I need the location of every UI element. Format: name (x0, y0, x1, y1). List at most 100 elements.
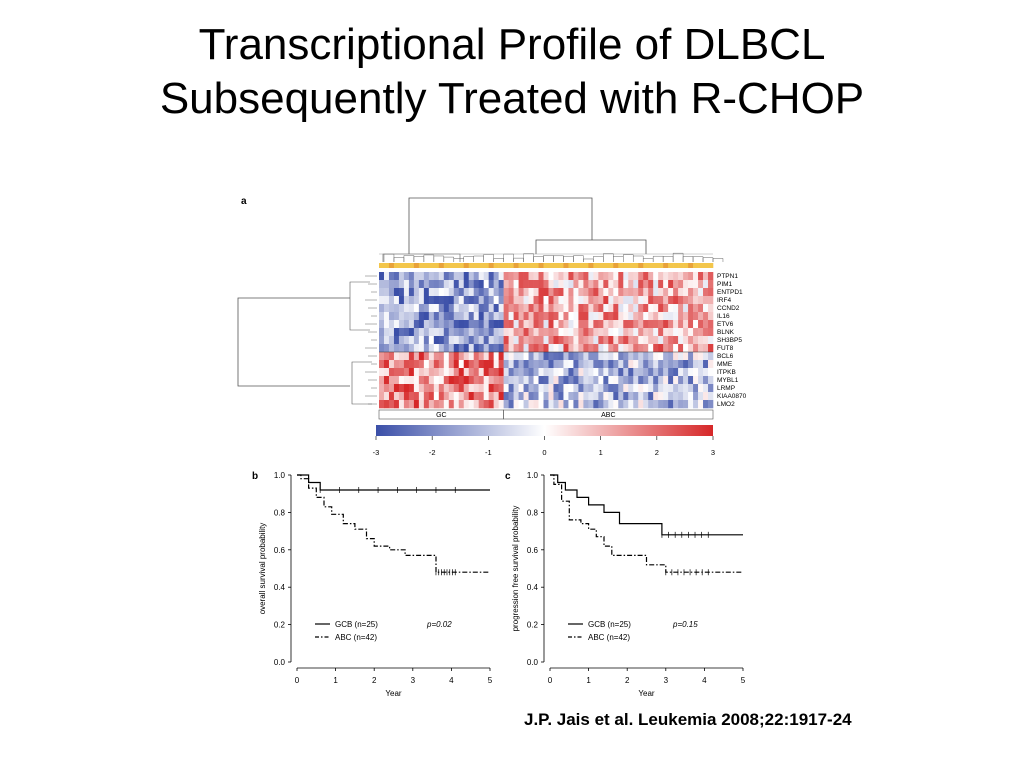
heatmap-cell (518, 312, 524, 321)
heatmap-cell (608, 296, 614, 305)
heatmap-cell (423, 368, 430, 377)
heatmap-cell (448, 376, 455, 385)
y-tick-label: 0.2 (274, 621, 286, 630)
heatmap-cell (518, 320, 524, 329)
heatmap-cell (388, 360, 395, 369)
heatmap-cell (648, 272, 654, 281)
heatmap-cell (628, 312, 634, 321)
heatmap-cell (553, 312, 559, 321)
heatmap-cell (673, 392, 679, 401)
heatmap-cell (483, 336, 489, 345)
heatmap-cell (653, 368, 659, 377)
heatmap-cell (453, 296, 460, 305)
dendrogram-leaf (692, 256, 704, 262)
y-tick-label: 0.8 (274, 508, 286, 517)
heatmap-cell (663, 384, 669, 393)
heatmap-cell (453, 352, 460, 361)
heatmap-cell (379, 328, 385, 337)
group-bar-cell (613, 263, 619, 268)
heatmap-cell (593, 376, 599, 385)
heatmap-cell (418, 304, 425, 313)
heatmap-cell (553, 400, 559, 409)
heatmap-cell (703, 296, 709, 305)
heatmap-cell (533, 336, 539, 345)
heatmap-cell (533, 384, 539, 393)
heatmap-cell (408, 376, 415, 385)
gene-label: MYBL1 (717, 377, 739, 384)
heatmap-cell (468, 336, 475, 345)
heatmap-cell (638, 384, 644, 393)
heatmap-cell (453, 280, 460, 289)
heatmap-cell (648, 336, 654, 345)
heatmap-cell (688, 392, 694, 401)
heatmap-cell (473, 312, 480, 321)
heatmap-cell (388, 392, 395, 401)
heatmap-cell (468, 368, 475, 377)
heatmap-cell (498, 360, 504, 369)
heatmap-cell (393, 392, 400, 401)
heatmap-cell (503, 296, 509, 305)
heatmap-cell (493, 336, 499, 345)
heatmap-cell (633, 272, 639, 281)
heatmap-cell (573, 352, 579, 361)
dendrogram-leaf (702, 257, 714, 262)
heatmap-cell (498, 296, 504, 305)
heatmap-cell (618, 288, 624, 297)
heatmap-cell (638, 304, 644, 313)
heatmap-cell (653, 304, 659, 313)
heatmap-cell (493, 304, 499, 313)
heatmap-cell (463, 320, 470, 329)
dendrogram-leaf (672, 252, 684, 262)
dendrogram-leaf (533, 256, 544, 262)
heatmap-cell (483, 280, 489, 289)
heatmap-cell (478, 376, 484, 385)
heatmap-cell (703, 312, 709, 321)
heatmap-cell (688, 304, 694, 313)
heatmap-cell (528, 384, 534, 393)
heatmap-cell (468, 360, 475, 369)
heatmap-cell (383, 272, 390, 281)
heatmap-cell (588, 384, 594, 393)
heatmap-cell (708, 368, 714, 377)
heatmap-cell (408, 336, 415, 345)
heatmap-cell (433, 320, 440, 329)
heatmap-cell (388, 272, 395, 281)
heatmap-cell (473, 384, 480, 393)
scale-tick-label: 3 (711, 448, 715, 457)
heatmap-cell (463, 400, 470, 409)
heatmap-cell (638, 352, 644, 361)
group-bar-cell (558, 263, 564, 268)
heatmap-cell (528, 344, 534, 353)
dendrogram-leaf (613, 256, 624, 262)
heatmap-cell (493, 384, 499, 393)
heatmap-cell (458, 320, 465, 329)
heatmap-cell (528, 320, 534, 329)
heatmap-cell (703, 400, 709, 409)
heatmap-cell (408, 328, 415, 337)
heatmap-cell (493, 344, 499, 353)
group-bar-cell (428, 263, 435, 268)
heatmap-cell (588, 400, 594, 409)
heatmap-cell (643, 288, 649, 297)
heatmap-cell (568, 384, 574, 393)
heatmap-cell (658, 352, 664, 361)
heatmap-cell (403, 392, 410, 401)
heatmap-cell (398, 328, 405, 337)
heatmap-cell (638, 368, 644, 377)
heatmap-cell (408, 352, 415, 361)
heatmap-cell (448, 272, 455, 281)
group-bar-cell (433, 263, 440, 268)
heatmap-cell (383, 280, 390, 289)
heatmap-cell (393, 280, 400, 289)
heatmap-cell (583, 320, 589, 329)
heatmap-cell (608, 272, 614, 281)
heatmap-cell (633, 360, 639, 369)
heatmap-cell (693, 296, 699, 305)
heatmap-cell (528, 280, 534, 289)
heatmap-cell (538, 320, 544, 329)
heatmap-cell (653, 360, 659, 369)
heatmap-cell (523, 360, 529, 369)
heatmap-cell (683, 304, 689, 313)
heatmap-cell (498, 320, 504, 329)
heatmap-cell (408, 400, 415, 409)
